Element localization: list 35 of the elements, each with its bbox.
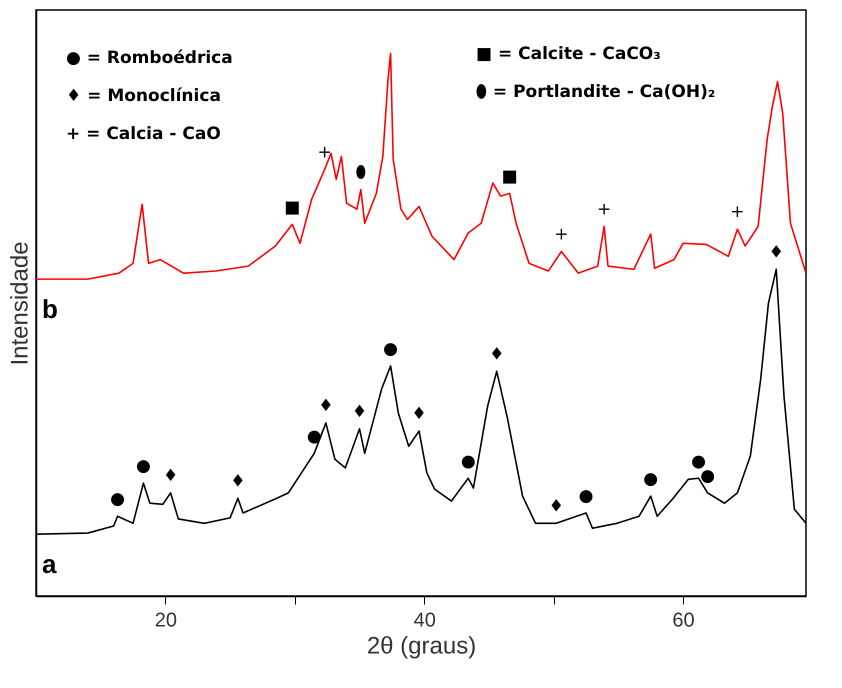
annotation: ♦: [768, 242, 784, 262]
annotation: ♦: [489, 344, 504, 364]
annotation: ⬮ = Portlandite - Ca(OH)₂: [476, 82, 716, 102]
annotation: +: [730, 202, 745, 222]
annotation: ●: [460, 451, 476, 472]
annotation: ●: [691, 451, 706, 472]
annotation: +: [317, 142, 332, 163]
annotation: ♦: [411, 404, 427, 424]
annotation: ●: [578, 486, 594, 506]
annotation: ● = Romboédrica: [66, 48, 233, 68]
annotation: ♦: [352, 402, 368, 422]
x-tick-label: 40: [414, 610, 436, 632]
annotation: ♦: [548, 496, 564, 516]
annotation: ♦: [230, 471, 246, 492]
x-tick-label: 60: [672, 610, 695, 632]
y-axis-title: Intensidade: [6, 241, 34, 366]
annotation: ●: [306, 426, 322, 446]
x-axis-title: 2θ (graus): [366, 632, 476, 660]
annotation: ■ = Calcite - CaCO₃: [476, 44, 661, 64]
series-label: a: [42, 549, 57, 580]
annotation: +: [554, 224, 569, 244]
annotation: ●: [643, 469, 658, 490]
annotation: ●: [136, 456, 151, 476]
annotation: ●: [383, 338, 398, 359]
annotation: ⬮: [355, 162, 366, 183]
annotation: ■: [502, 166, 518, 186]
annotation: +: [596, 199, 612, 220]
annotation: ●: [110, 489, 125, 510]
annotation: ♦ = Monoclínica: [66, 86, 221, 106]
x-tick-label: 20: [154, 610, 178, 632]
annotation: ♦: [318, 396, 334, 416]
series-label: b: [42, 294, 58, 324]
annotation: + = Calcia - CaO: [66, 124, 221, 144]
annotation: ■: [284, 197, 300, 218]
annotation: ♦: [162, 466, 178, 486]
